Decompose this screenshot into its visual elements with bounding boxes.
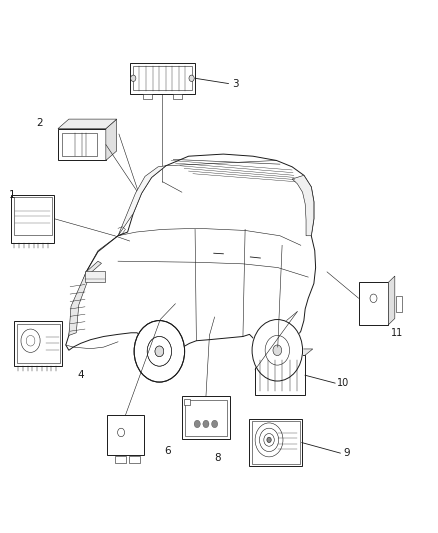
Bar xyxy=(173,94,182,100)
Text: 10: 10 xyxy=(337,378,350,388)
Polygon shape xyxy=(389,276,395,325)
Bar xyxy=(133,66,192,91)
Circle shape xyxy=(131,75,136,82)
Text: 2: 2 xyxy=(36,118,43,127)
Polygon shape xyxy=(58,119,117,128)
Circle shape xyxy=(155,346,164,357)
Text: 1: 1 xyxy=(9,190,16,200)
Bar xyxy=(143,94,152,100)
Bar xyxy=(85,271,105,282)
Text: 8: 8 xyxy=(215,454,221,463)
Text: 6: 6 xyxy=(165,446,171,456)
Text: 3: 3 xyxy=(232,78,239,88)
Text: 4: 4 xyxy=(78,370,84,380)
Bar xyxy=(184,399,191,405)
Bar xyxy=(129,456,140,463)
Bar xyxy=(62,133,97,156)
Circle shape xyxy=(267,437,271,442)
Polygon shape xyxy=(292,175,314,236)
Circle shape xyxy=(133,319,185,383)
Bar xyxy=(58,128,106,160)
Bar xyxy=(17,324,60,363)
Circle shape xyxy=(212,420,218,427)
Bar xyxy=(14,321,62,366)
Circle shape xyxy=(203,420,209,427)
Bar xyxy=(252,421,300,464)
Circle shape xyxy=(155,346,164,357)
Bar xyxy=(250,419,302,466)
Bar xyxy=(115,456,126,463)
Bar xyxy=(182,397,230,439)
Text: 9: 9 xyxy=(343,448,350,458)
Bar xyxy=(359,282,389,325)
Circle shape xyxy=(189,75,194,82)
Bar xyxy=(11,195,54,243)
Bar xyxy=(396,296,403,312)
Circle shape xyxy=(251,318,304,382)
Bar xyxy=(107,415,144,455)
Polygon shape xyxy=(106,119,117,160)
Bar xyxy=(185,400,227,435)
Circle shape xyxy=(194,420,200,427)
Text: 11: 11 xyxy=(391,328,403,338)
Circle shape xyxy=(273,345,282,356)
Bar xyxy=(255,356,305,395)
Polygon shape xyxy=(66,154,316,351)
Polygon shape xyxy=(255,349,313,356)
Bar xyxy=(14,197,52,235)
Polygon shape xyxy=(69,261,102,335)
Bar xyxy=(130,63,195,94)
Polygon shape xyxy=(118,166,166,236)
